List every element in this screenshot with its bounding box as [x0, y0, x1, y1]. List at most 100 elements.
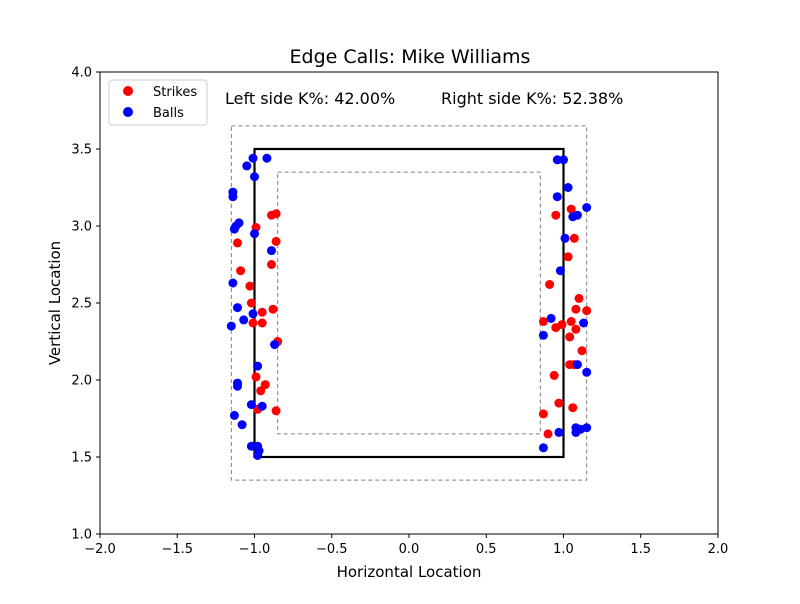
point-strikes — [566, 317, 576, 326]
point-balls — [559, 155, 568, 165]
point-strikes — [551, 210, 561, 220]
point-balls — [572, 360, 582, 370]
legend-label-strikes: Strikes — [153, 85, 197, 100]
x-tick-label: 0.0 — [399, 542, 420, 557]
point-balls — [538, 330, 548, 340]
y-tick-label: 4.0 — [71, 66, 92, 81]
x-axis-label: Horizontal Location — [337, 563, 482, 581]
point-strikes — [248, 318, 258, 328]
point-balls — [229, 410, 239, 420]
point-balls — [246, 441, 256, 451]
point-strikes — [260, 380, 270, 390]
point-balls — [233, 303, 242, 313]
legend-marker-strikes — [123, 86, 133, 96]
point-balls — [234, 218, 244, 228]
point-balls — [563, 183, 573, 192]
point-strikes — [268, 304, 278, 314]
left-k-annotation: Left side K%: 42.00% — [225, 89, 395, 108]
point-strikes — [569, 233, 579, 243]
point-strikes — [246, 298, 256, 308]
point-strikes — [554, 398, 564, 408]
point-strikes — [267, 260, 276, 269]
point-strikes — [538, 409, 548, 419]
point-strikes — [582, 306, 592, 316]
point-balls — [554, 427, 564, 437]
point-strikes — [245, 281, 255, 291]
point-strikes — [563, 252, 573, 262]
point-balls — [242, 161, 252, 171]
point-strikes — [545, 280, 555, 289]
point-strikes — [566, 204, 576, 214]
inner-zone-rect — [277, 171, 541, 435]
x-axis: −2.0 −1.5 −1.0 −0.5 0.0 0.5 1.0 1.5 2.0 — [84, 534, 728, 557]
point-strikes — [538, 317, 548, 326]
x-tick-label: 2.0 — [708, 542, 729, 557]
point-strikes — [257, 307, 267, 317]
point-balls — [267, 246, 276, 256]
point-balls — [552, 155, 562, 165]
point-strikes — [256, 386, 266, 396]
point-strikes — [271, 406, 281, 416]
x-tick-label: −1.5 — [161, 542, 193, 557]
point-balls — [582, 423, 592, 433]
legend-marker-balls — [123, 107, 133, 117]
point-balls — [250, 229, 259, 239]
points-layer — [226, 153, 592, 460]
point-strikes — [557, 320, 567, 330]
x-tick-label: 1.5 — [630, 542, 651, 557]
point-strikes — [236, 266, 246, 276]
point-balls — [572, 210, 582, 220]
point-strikes — [571, 324, 581, 334]
point-balls — [270, 340, 280, 350]
point-balls — [546, 313, 556, 323]
point-strikes — [271, 209, 281, 219]
y-tick-label: 2.5 — [71, 297, 92, 312]
legend: Strikes Balls — [108, 79, 208, 126]
legend-label-balls: Balls — [153, 106, 184, 121]
point-strikes — [568, 403, 578, 413]
y-axis-label: Vertical Location — [46, 241, 64, 365]
point-strikes — [565, 332, 575, 342]
point-strikes — [574, 293, 584, 303]
chart-title: Edge Calls: Mike Williams — [290, 46, 531, 68]
point-balls — [248, 153, 258, 163]
y-tick-label: 1.0 — [71, 528, 92, 543]
x-tick-label: −0.5 — [316, 542, 348, 557]
point-balls — [582, 203, 592, 212]
x-tick-label: 0.5 — [476, 542, 497, 557]
point-balls — [253, 361, 263, 371]
point-balls — [552, 192, 562, 202]
y-tick-label: 1.5 — [71, 451, 92, 466]
point-balls — [246, 400, 256, 410]
point-balls — [579, 318, 589, 328]
y-tick-label: 3.0 — [71, 220, 92, 235]
point-strikes — [549, 370, 559, 380]
point-strikes — [233, 238, 242, 248]
point-balls — [250, 172, 259, 182]
point-balls — [262, 153, 272, 163]
x-tick-label: −2.0 — [84, 542, 116, 557]
point-balls — [248, 309, 258, 319]
right-k-annotation: Right side K%: 52.38% — [441, 89, 623, 108]
point-balls — [233, 381, 242, 391]
point-strikes — [571, 304, 581, 314]
point-balls — [239, 315, 249, 325]
point-strikes — [543, 429, 553, 439]
x-tick-label: −1.0 — [239, 542, 271, 557]
y-tick-label: 2.0 — [71, 374, 92, 389]
point-balls — [226, 321, 236, 331]
x-tick-label: 1.0 — [553, 542, 574, 557]
outer-zone-rect — [230, 125, 588, 481]
point-strikes — [271, 236, 281, 246]
point-balls — [560, 233, 570, 243]
point-strikes — [577, 346, 587, 356]
point-balls — [254, 446, 264, 456]
point-balls — [237, 420, 247, 430]
point-balls — [257, 401, 267, 411]
y-axis: 1.0 1.5 2.0 2.5 3.0 3.5 4.0 — [71, 66, 100, 543]
y-tick-label: 3.5 — [71, 143, 92, 158]
point-strikes — [251, 372, 261, 382]
point-balls — [228, 192, 238, 202]
point-balls — [228, 278, 238, 288]
